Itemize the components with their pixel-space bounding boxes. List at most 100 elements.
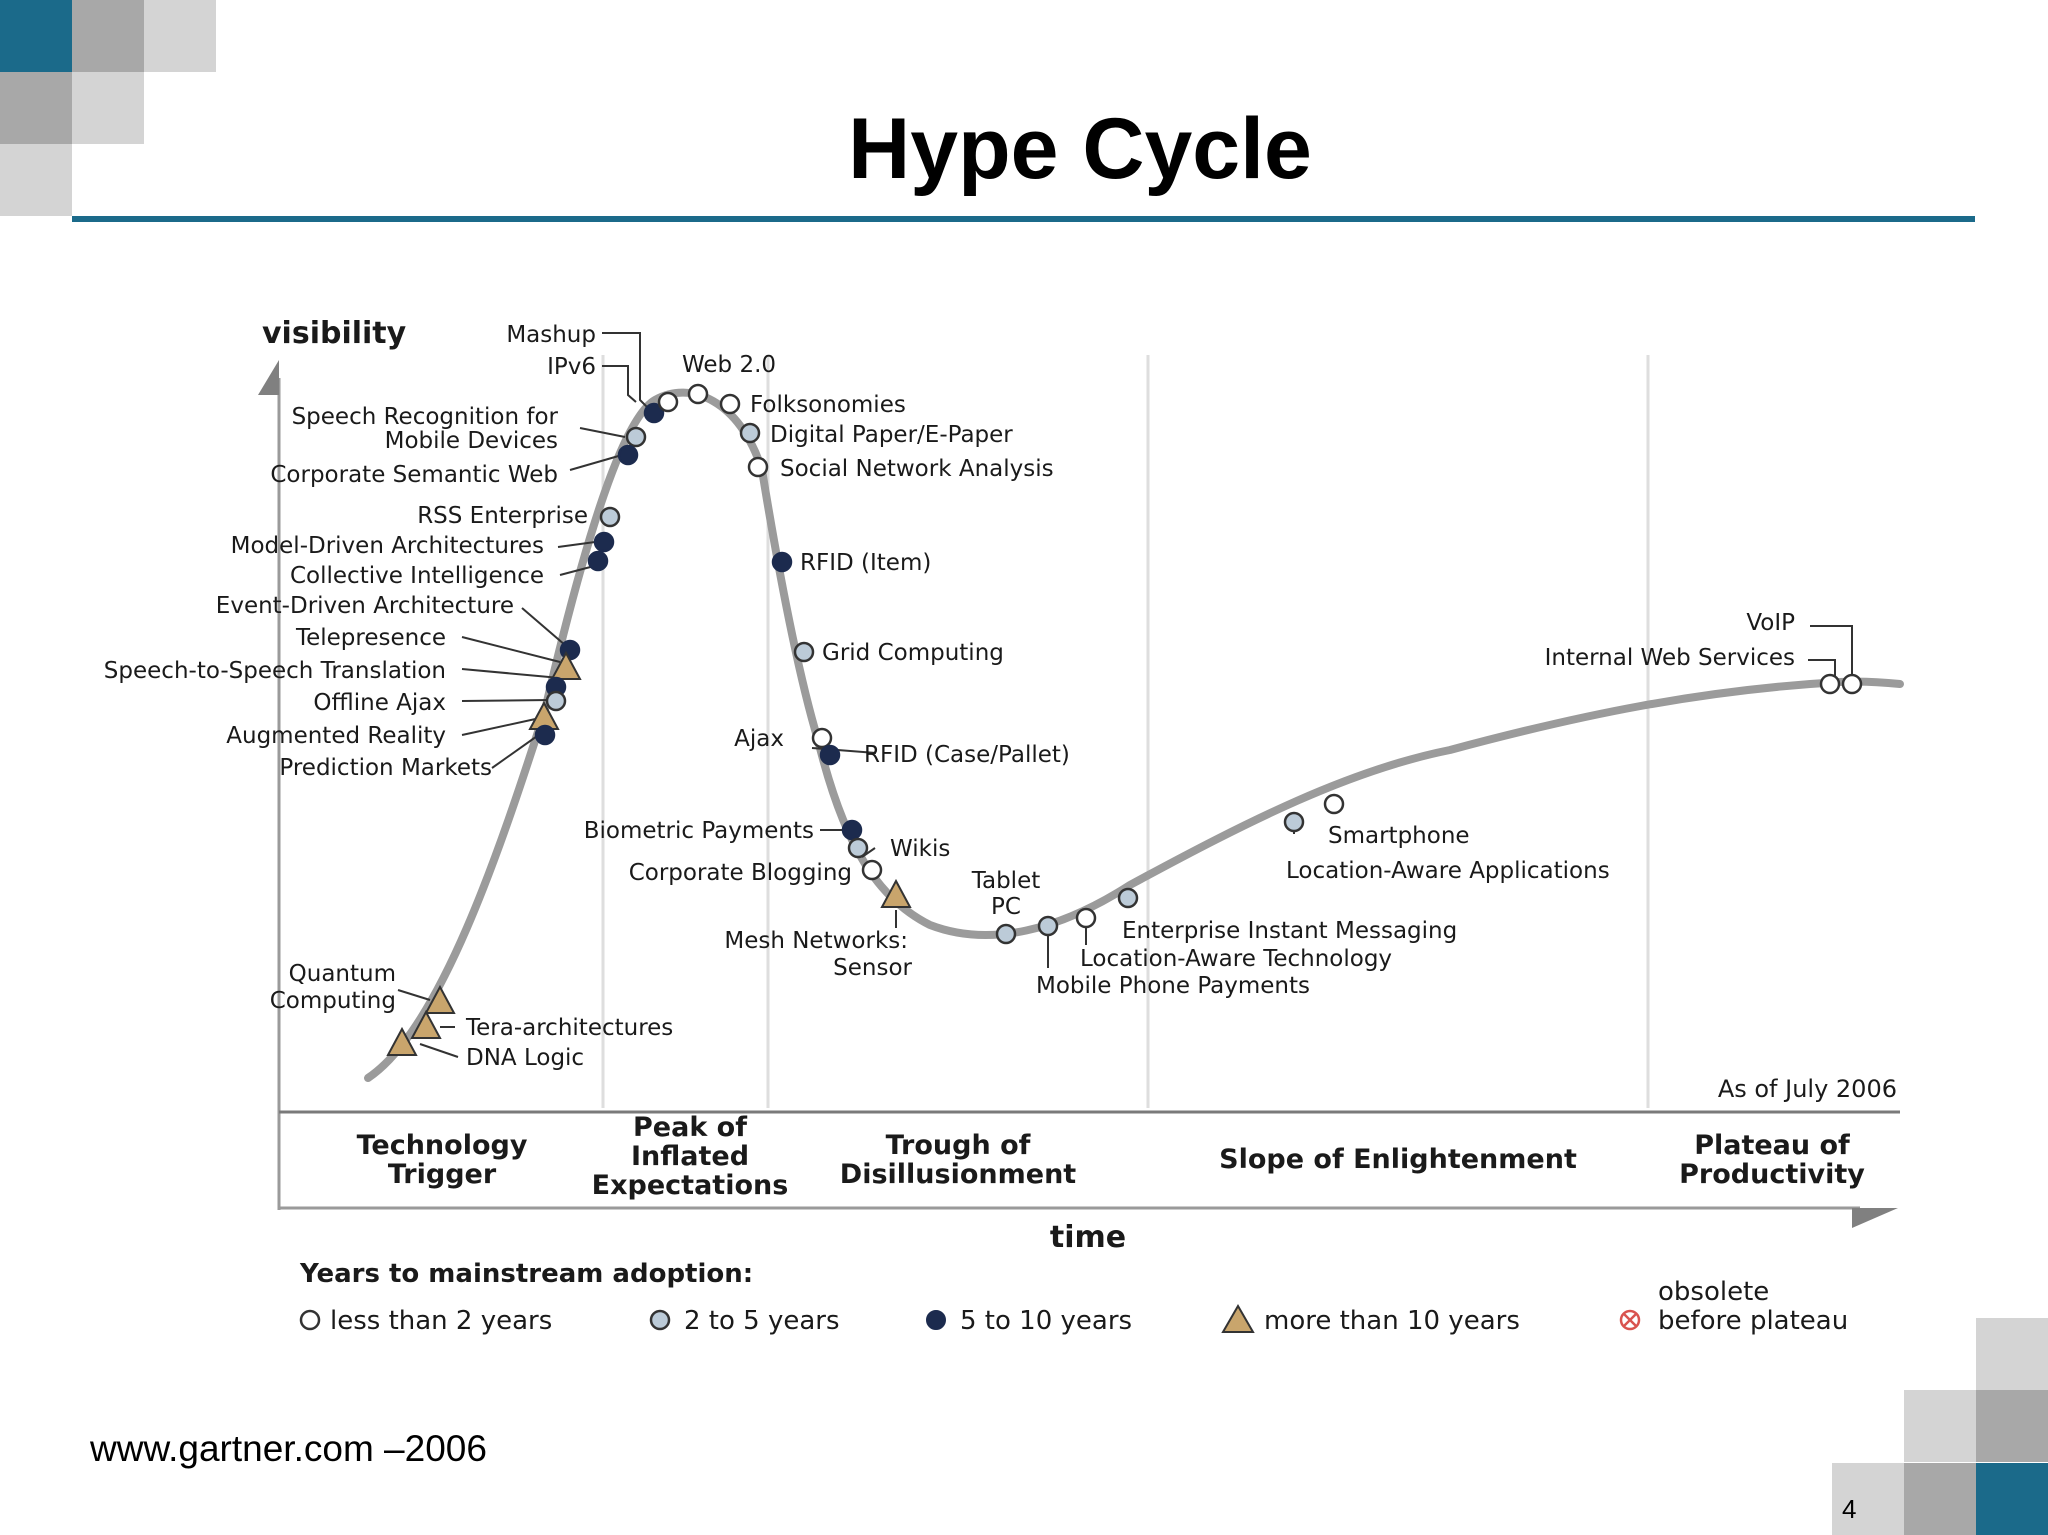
tech-marker (861, 859, 883, 881)
tech-marker (841, 819, 863, 841)
tech-marker (1819, 673, 1841, 695)
phase-line: Expectations (592, 1170, 789, 1201)
legend-label: 2 to 5 years (684, 1306, 840, 1336)
phase-line: Inflated (631, 1141, 749, 1172)
leader-line (461, 717, 541, 736)
tech-marker (617, 444, 639, 466)
tech-marker (545, 690, 567, 712)
legend-swatch-lt2 (299, 1309, 321, 1331)
source-footer: www.gartner.com –2006 (90, 1428, 487, 1469)
tech-label: Biometric Payments (584, 818, 814, 844)
corner-square (1904, 1463, 1976, 1535)
phase-line: Slope of Enlightenment (1219, 1144, 1577, 1175)
tech-label: IPv6 (547, 354, 596, 380)
tech-marker (534, 724, 556, 746)
corner-square-accent (1976, 1463, 2048, 1535)
leader-line (461, 636, 561, 663)
tech-label: Location-Aware Applications (1286, 858, 1610, 884)
leader-line (521, 607, 566, 646)
tech-label: Prediction Markets (279, 755, 492, 781)
corner-square (1976, 1390, 2048, 1462)
corner-square-accent (0, 0, 72, 72)
leader-line (491, 733, 541, 769)
phase-label: Technology Trigger (357, 1130, 528, 1190)
tech-label: RFID (Case/Pallet) (864, 742, 1070, 768)
tech-label: Smartphone (1328, 823, 1470, 849)
tech-label: Mobile Phone Payments (1036, 973, 1310, 999)
tech-label: Wikis (890, 836, 950, 862)
legend-title: Years to mainstream adoption: (299, 1259, 753, 1289)
phase-label: Plateau of Productivity (1679, 1130, 1865, 1190)
tech-label-line: Computing (270, 988, 396, 1014)
legend-swatch-5to10 (926, 1310, 946, 1330)
as-of-note: As of July 2006 (1718, 1075, 1897, 1103)
tech-label: Offline Ajax (313, 690, 446, 716)
phase-line: Peak of (633, 1112, 747, 1143)
tech-marker (1283, 811, 1305, 833)
legend-label: less than 2 years (330, 1306, 552, 1336)
phase-labels: Technology Trigger Peak of Inflated Expecta… (357, 1112, 1866, 1201)
corner-square (0, 72, 72, 144)
tech-marker (819, 744, 841, 766)
tech-label: Corporate Blogging (629, 860, 852, 886)
hype-curve (364, 388, 1904, 1082)
tech-label: RSS Enterprise (417, 503, 588, 529)
tech-label-line: Speech Recognition for (292, 404, 559, 430)
page-number: 4 (1842, 1494, 1857, 1524)
tech-marker (657, 391, 679, 413)
tech-label: Corporate Semantic Web (270, 462, 558, 488)
tech-marker (747, 456, 769, 478)
leader-line (397, 989, 431, 1001)
legend-label: more than 10 years (1264, 1306, 1520, 1336)
tech-marker (587, 550, 609, 572)
leader-line (602, 332, 653, 413)
tech-label: Social Network Analysis (780, 456, 1054, 482)
tech-label-line: Mesh Networks: (724, 928, 908, 954)
tech-label: Model-Driven Architectures (231, 533, 544, 559)
corner-square (144, 0, 216, 72)
leader-line (602, 365, 637, 403)
tech-marker (599, 506, 621, 528)
phase-line: Productivity (1679, 1159, 1865, 1190)
phase-line: Trigger (388, 1159, 497, 1190)
tech-label: DNA Logic (466, 1045, 584, 1071)
legend-swatch-gt10 (1221, 1303, 1255, 1333)
tech-marker (793, 641, 815, 663)
tech-marker (995, 923, 1017, 945)
tech-label: Enterprise Instant Messaging (1122, 918, 1457, 944)
tech-marker (386, 1026, 418, 1056)
tech-label: Mesh Networks: Sensor (724, 928, 912, 981)
tech-label: VoIP (1746, 610, 1795, 636)
tech-marker (771, 551, 793, 573)
tech-label-line: Tablet (971, 868, 1041, 894)
phase-line: Plateau of (1694, 1130, 1850, 1161)
tech-label: Quantum Computing (270, 961, 396, 1014)
phase-line: Disillusionment (840, 1159, 1076, 1190)
legend: Years to mainstream adoption: less than … (299, 1259, 1848, 1336)
leader-line (419, 1043, 459, 1058)
phase-line: Trough of (886, 1130, 1031, 1161)
tech-label: Grid Computing (822, 640, 1004, 666)
tech-label: Web 2.0 (682, 352, 776, 378)
tech-marker (550, 650, 582, 680)
tech-marker (410, 1009, 442, 1039)
tech-marker (880, 878, 912, 908)
y-axis-arrow (258, 360, 279, 395)
leader-line (579, 427, 626, 438)
technology-labels: Mashup IPv6 Web 2.0 Folksonomies Digital… (104, 322, 1795, 1071)
tech-label: Tera-architectures (465, 1015, 673, 1041)
legend-swatch-obsolete (1619, 1309, 1641, 1331)
corner-square (1832, 1463, 1904, 1535)
tech-label: Event-Driven Architecture (216, 593, 514, 619)
corner-square (1976, 1318, 2048, 1390)
tech-marker (847, 837, 869, 859)
tech-label: Mashup (506, 322, 596, 348)
tech-label: Tablet PC (971, 868, 1041, 920)
tech-marker (593, 531, 615, 553)
obsolete-cross (1623, 1313, 1637, 1327)
tech-label: Internal Web Services (1545, 645, 1795, 671)
legend-label-top: obsolete (1658, 1277, 1769, 1307)
tech-marker (1075, 907, 1097, 929)
tech-label: Telepresence (295, 625, 446, 651)
